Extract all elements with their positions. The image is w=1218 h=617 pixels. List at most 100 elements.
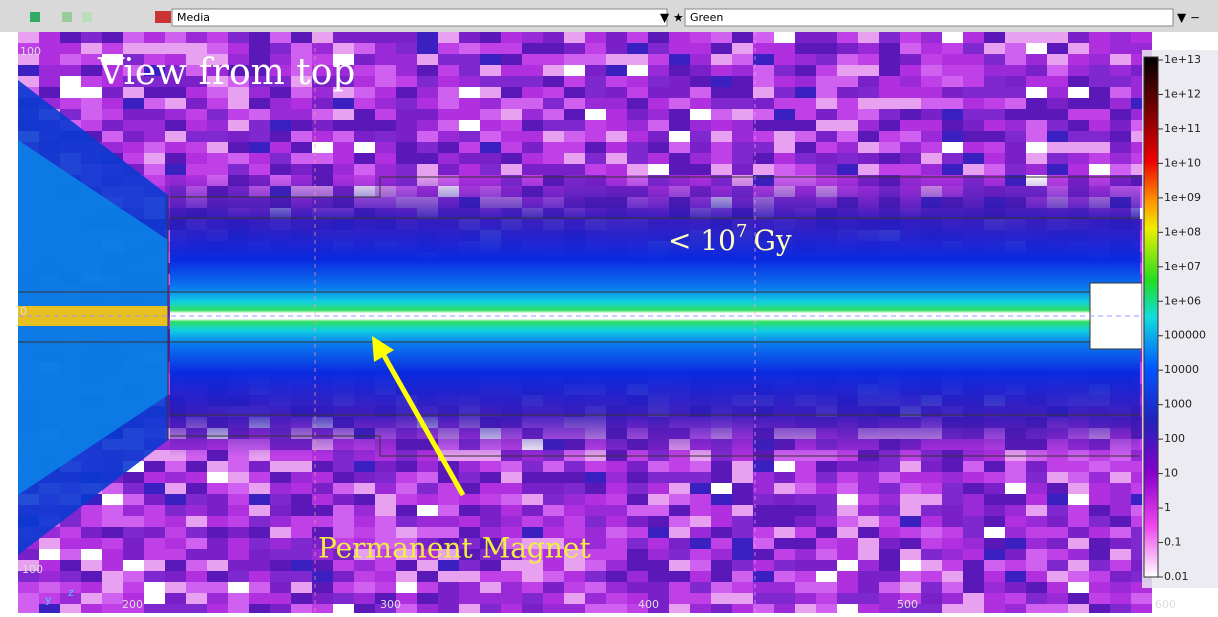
tool-button[interactable] (62, 12, 72, 22)
map-cell (522, 516, 543, 527)
map-cell (1110, 54, 1131, 65)
map-cell (312, 109, 333, 120)
map-cell (438, 604, 459, 615)
map-cell (144, 560, 165, 571)
map-cell (207, 87, 228, 98)
map-cell (858, 604, 879, 615)
map-cell (228, 516, 249, 527)
map-cell (123, 76, 144, 87)
map-cell (627, 87, 648, 98)
map-cell (879, 505, 900, 516)
map-cell (732, 461, 753, 472)
map-cell (648, 516, 669, 527)
map-cell (606, 593, 627, 604)
map-cell (207, 461, 228, 472)
map-cell (879, 153, 900, 164)
map-cell (375, 43, 396, 54)
map-cell (186, 571, 207, 582)
map-cell (858, 494, 879, 505)
map-cell (186, 538, 207, 549)
map-cell (291, 87, 312, 98)
palette-combo[interactable] (684, 8, 1174, 27)
map-cell (144, 604, 165, 615)
map-cell (963, 87, 984, 98)
map-cell (879, 494, 900, 505)
tool-button[interactable] (82, 12, 92, 22)
map-cell (228, 164, 249, 175)
map-cell (1110, 109, 1131, 120)
colorbar-label: 1e+07 (1164, 260, 1201, 273)
map-cell (480, 131, 501, 142)
map-cell (1005, 483, 1026, 494)
colorbar-label: 100 (1164, 432, 1185, 445)
map-cell (585, 527, 606, 538)
map-cell (228, 505, 249, 516)
map-cell (459, 76, 480, 87)
map-cell (312, 120, 333, 131)
map-cell (1089, 54, 1110, 65)
map-cell (270, 560, 291, 571)
map-cell (879, 120, 900, 131)
map-cell (291, 593, 312, 604)
map-cell (144, 527, 165, 538)
map-cell (459, 109, 480, 120)
map-cell (291, 109, 312, 120)
map-cell (1026, 571, 1047, 582)
map-cell (144, 109, 165, 120)
map-cell (417, 65, 438, 76)
map-cell (711, 571, 732, 582)
map-cell (963, 571, 984, 582)
map-cell (879, 32, 900, 43)
map-cell (921, 560, 942, 571)
map-cell (690, 164, 711, 175)
map-cell (207, 549, 228, 560)
map-cell (753, 472, 774, 483)
map-cell (123, 120, 144, 131)
map-cell (354, 494, 375, 505)
map-cell (270, 472, 291, 483)
x-label: 600 (1155, 598, 1176, 611)
map-cell (333, 87, 354, 98)
tool-button[interactable] (30, 12, 40, 22)
map-cell (312, 54, 333, 65)
map-cell (18, 582, 39, 593)
map-cell (1047, 131, 1068, 142)
map-cell (1089, 109, 1110, 120)
map-cell (711, 560, 732, 571)
map-cell (228, 65, 249, 76)
map-cell (774, 505, 795, 516)
map-cell (375, 527, 396, 538)
map-cell (375, 571, 396, 582)
map-cell (228, 549, 249, 560)
map-cell (228, 142, 249, 153)
map-cell (459, 604, 480, 615)
map-cell (837, 65, 858, 76)
map-cell (270, 65, 291, 76)
map-cell (1089, 87, 1110, 98)
map-cell (648, 505, 669, 516)
map-cell (312, 76, 333, 87)
material-combo[interactable] (171, 8, 668, 27)
map-cell (60, 527, 81, 538)
colorbar-labels: 1e+13 1e+12 1e+11 1e+10 1e+09 1e+08 1e+07 1e+06… (1158, 53, 1206, 583)
map-cell (501, 560, 522, 571)
map-cell (795, 560, 816, 571)
map-cell (39, 65, 60, 76)
map-cell (1068, 76, 1089, 87)
map-cell (1110, 164, 1131, 175)
map-cell (144, 450, 165, 461)
dropdown-arrow[interactable]: ▼ ★ (660, 11, 684, 25)
map-cell (144, 582, 165, 593)
map-cell (249, 43, 270, 54)
map-cell (39, 54, 60, 65)
map-cell (480, 527, 501, 538)
map-cell (711, 120, 732, 131)
dropdown-arrow[interactable]: ▼ − (1177, 11, 1200, 25)
map-cell (501, 98, 522, 109)
map-cell (774, 32, 795, 43)
map-cell (1131, 65, 1152, 76)
map-cell (165, 538, 186, 549)
map-cell (921, 43, 942, 54)
map-cell (795, 461, 816, 472)
map-cell (942, 131, 963, 142)
